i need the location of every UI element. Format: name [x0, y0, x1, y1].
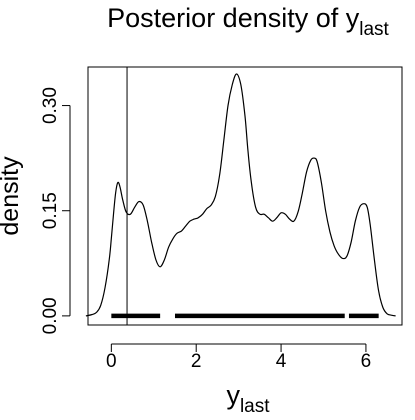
chart-marks [85, 67, 396, 325]
x-tick-label: 0 [106, 351, 117, 372]
x-tick-label: 2 [191, 351, 202, 372]
y-tick-label: 0.00 [40, 297, 61, 334]
density-curve [85, 73, 396, 317]
y-axis: 0.00 0.15 0.30 [40, 87, 71, 334]
x-tick-label: 6 [361, 351, 372, 372]
x-axis-label: ylast [226, 380, 270, 415]
y-tick-label: 0.30 [40, 87, 61, 124]
x-tick-label: 4 [276, 351, 287, 372]
chart-title-text: Posterior density of ylast [107, 3, 389, 40]
y-axis-label: density [0, 156, 24, 236]
chart-title: Posterior density of ylast [107, 3, 389, 40]
y-tick-label: 0.15 [40, 192, 61, 229]
plot-frame [87, 66, 403, 326]
x-axis: 0 2 4 6 [106, 343, 372, 372]
